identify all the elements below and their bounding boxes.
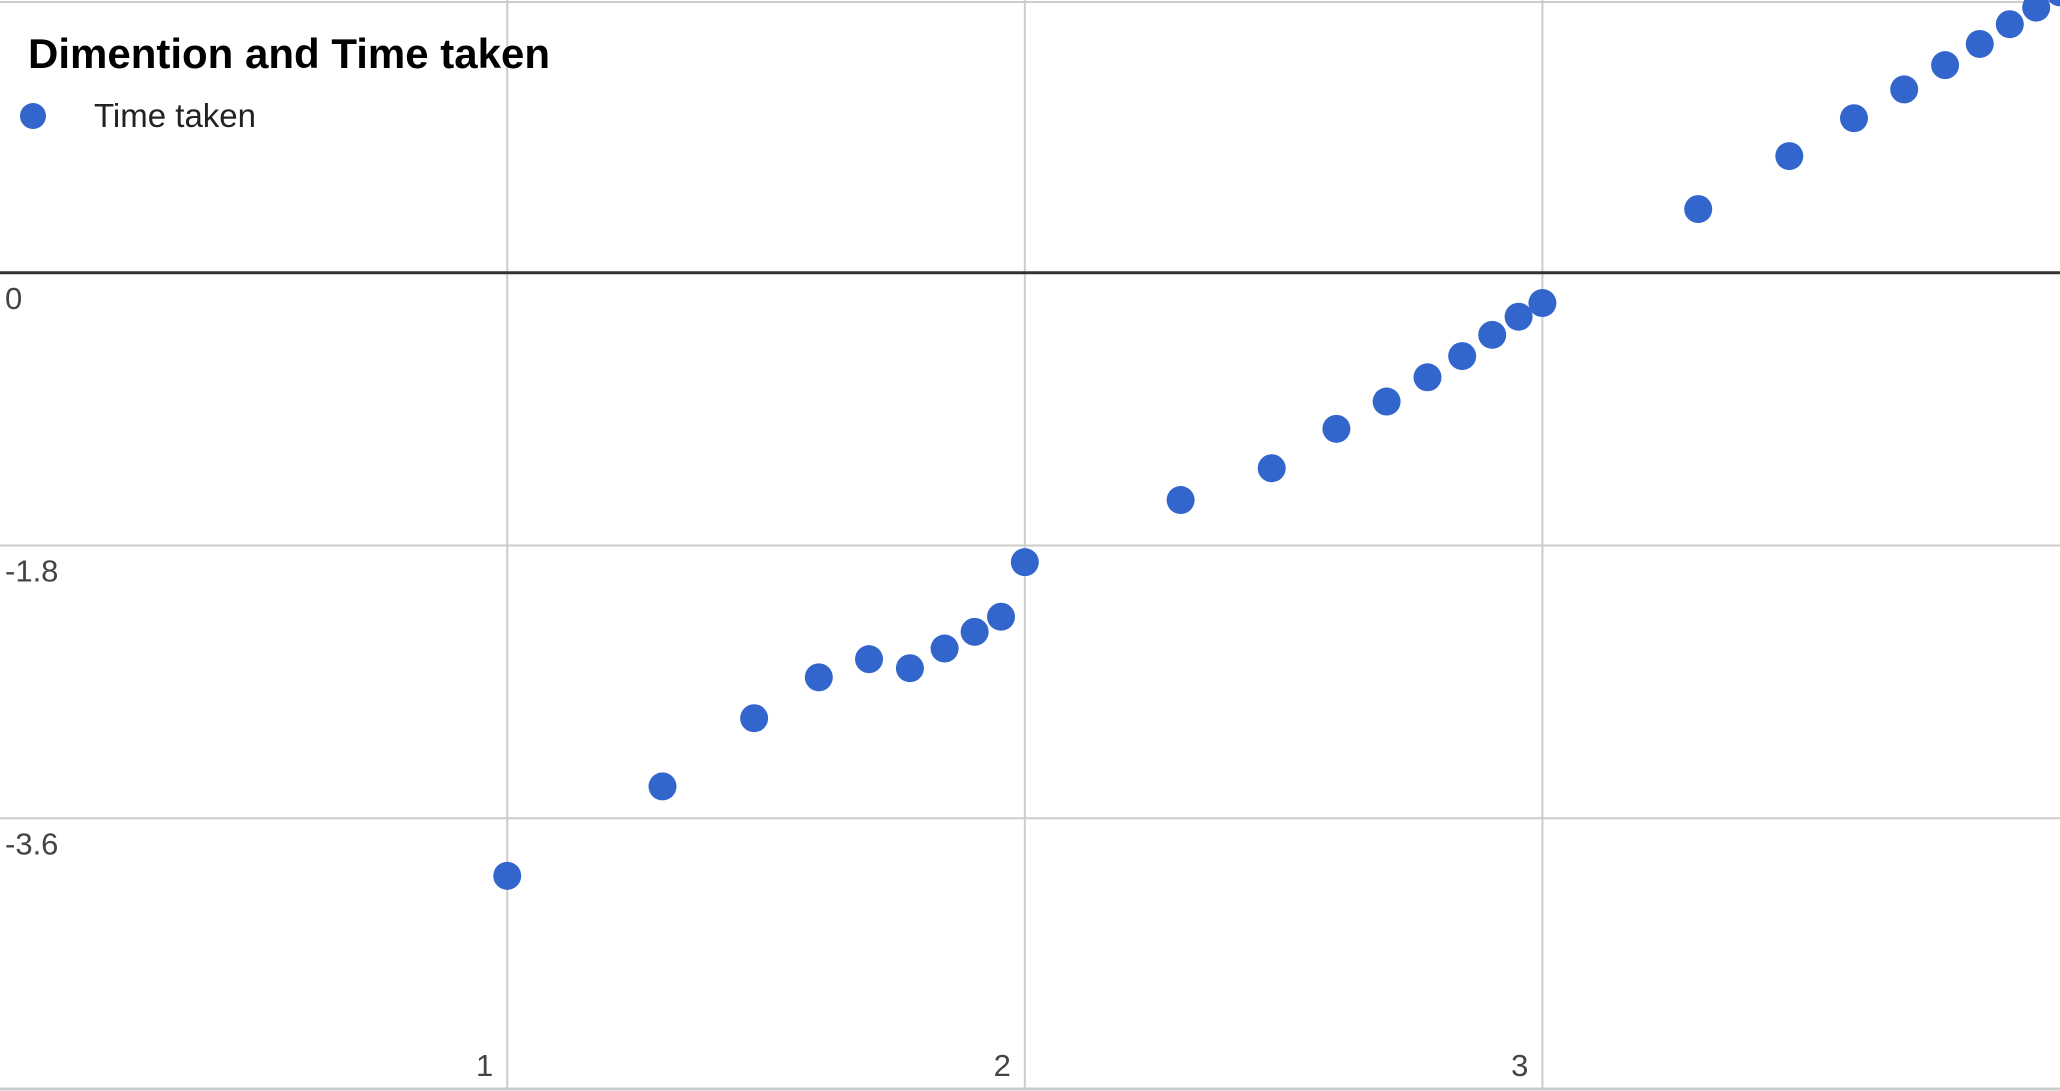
data-point[interactable] — [648, 772, 677, 801]
data-point[interactable] — [1478, 320, 1507, 349]
x-tick-label: 1 — [476, 1048, 493, 1083]
data-point[interactable] — [1413, 363, 1442, 392]
data-point[interactable] — [1528, 289, 1557, 318]
data-point[interactable] — [740, 704, 769, 733]
data-point[interactable] — [2022, 0, 2051, 22]
y-axis-ticks: 0 -1.8 -3.6 — [5, 281, 58, 862]
data-point[interactable] — [1775, 142, 1804, 171]
x-tick-label: 3 — [1511, 1048, 1528, 1083]
data-point[interactable] — [2046, 0, 2060, 7]
data-point[interactable] — [895, 654, 924, 683]
legend-label: Time taken — [94, 97, 256, 134]
legend[interactable]: Time taken — [20, 97, 256, 134]
data-point[interactable] — [960, 617, 989, 646]
data-point[interactable] — [1504, 302, 1533, 331]
data-point[interactable] — [1010, 548, 1039, 577]
y-tick-label: 0 — [5, 281, 22, 316]
chart-title: Dimention and Time taken — [28, 30, 550, 77]
data-point[interactable] — [1890, 75, 1919, 104]
series-points — [493, 0, 2060, 890]
data-point[interactable] — [987, 602, 1016, 631]
data-point[interactable] — [1166, 486, 1195, 515]
data-point[interactable] — [855, 645, 884, 674]
data-point[interactable] — [1965, 29, 1994, 58]
data-point[interactable] — [1840, 104, 1868, 133]
data-point[interactable] — [930, 634, 959, 663]
data-point[interactable] — [804, 663, 833, 692]
y-tick-label: -3.6 — [5, 826, 58, 861]
x-tick-label: 2 — [994, 1048, 1011, 1083]
data-point[interactable] — [1995, 10, 2024, 39]
x-axis-ticks: 1 2 3 — [476, 1048, 1528, 1083]
data-point[interactable] — [1322, 414, 1351, 443]
y-tick-label: -1.8 — [5, 554, 58, 589]
data-point[interactable] — [493, 861, 522, 890]
legend-marker — [20, 103, 46, 129]
data-point[interactable] — [1931, 51, 1960, 80]
data-point[interactable] — [1448, 342, 1477, 371]
data-point[interactable] — [1372, 387, 1401, 416]
data-point[interactable] — [1684, 195, 1713, 224]
data-point[interactable] — [1257, 454, 1286, 483]
